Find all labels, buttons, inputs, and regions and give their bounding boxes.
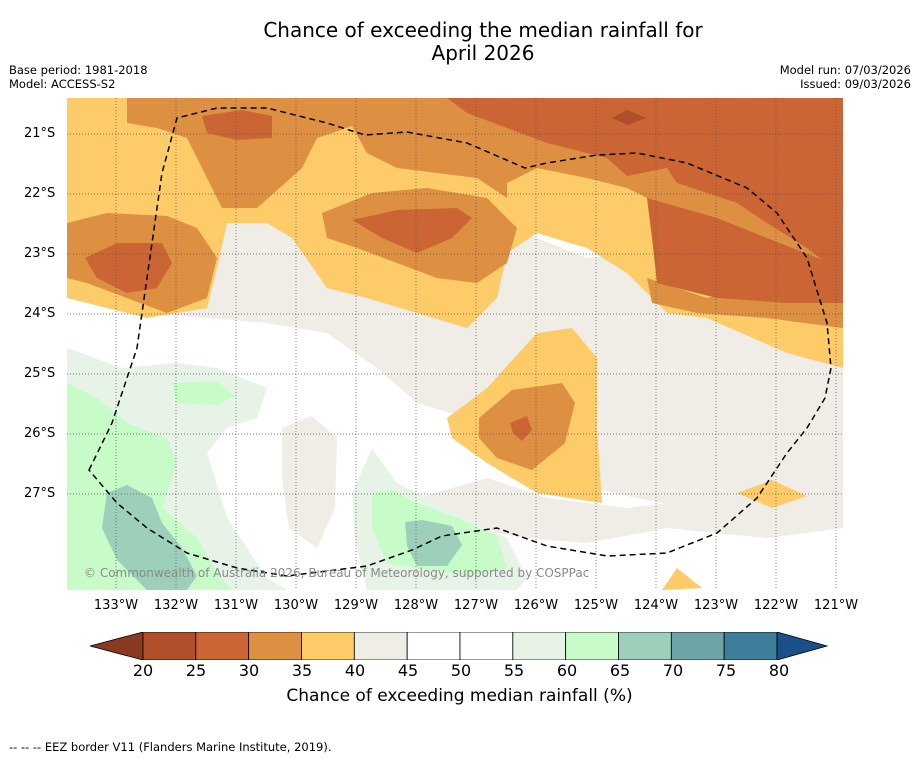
band-25-30-nw [202,110,272,140]
eez-legend-footer: -- -- -- EEZ border V11 (Flanders Marine… [9,740,332,754]
lat-label: 24°S [24,306,56,321]
lat-label: 26°S [24,426,56,441]
colorbar-tick: 40 [344,661,366,680]
model-run-text: Model run: 07/03/2026 [779,63,911,77]
band-25-30-center [352,208,472,253]
colorbar-tick: 80 [768,661,790,680]
lon-label: 130°W [273,598,319,613]
base-period-text: Base period: 1981-2018 [9,63,148,77]
graticule [67,98,843,590]
colorbar-segment [195,632,250,660]
colorbar-segment [723,632,778,660]
colorbar-tick: 60 [556,661,578,680]
lat-label: 23°S [24,246,56,261]
copyright-text: © Commonwealth of Australia 2026, Bureau… [84,566,590,580]
colorbar-segment [618,632,672,660]
band-25-30 [447,98,843,276]
issued-text: Issued: 09/03/2026 [800,77,911,91]
colorbar-segment [301,632,355,660]
lon-label: 131°W [213,598,259,613]
band-25-30-mid [510,416,532,441]
colorbar-tick: 70 [662,661,684,680]
lon-label: 133°W [93,598,139,613]
lat-label: 21°S [24,126,56,141]
colorbar-tick: 50 [450,661,472,680]
colorbar-segment [353,632,408,660]
colorbar-tick: 30 [238,661,260,680]
map-svg [67,98,843,590]
meta-left: Base period: 1981-2018 Model: ACCESS-S2 [9,63,148,91]
colorbar [90,632,829,660]
lon-label: 122°W [753,598,799,613]
colorbar-segment [670,632,725,660]
eez-border [88,107,832,577]
lat-label: 27°S [24,486,56,501]
band-20-25-spot [612,110,647,125]
colorbar-under-arrow [90,632,144,660]
colorbar-over-arrow [776,632,829,660]
map-title-line-2: April 2026 [431,41,535,65]
colorbar-segment [565,632,619,660]
lat-label: 25°S [24,366,56,381]
colorbar-tick: 20 [132,661,154,680]
rainfall-map [67,98,843,590]
colorbar-segment [248,632,302,660]
lon-label: 126°W [513,598,559,613]
colorbar-label: Chance of exceeding median rainfall (%) [286,686,633,706]
colorbar-tick: 45 [397,661,419,680]
colorbar-tick: 55 [503,661,525,680]
band-25-30-east [647,198,843,303]
colorbar-tick: 65 [609,661,631,680]
lon-label: 129°W [333,598,379,613]
colorbar-tick: 35 [291,661,313,680]
colorbar-tick: 75 [715,661,737,680]
lon-label: 127°W [453,598,499,613]
lon-label: 123°W [693,598,739,613]
lon-label: 121°W [813,598,859,613]
model-text: Model: ACCESS-S2 [9,77,116,91]
lon-label: 124°W [633,598,679,613]
lat-label: 22°S [24,186,56,201]
band-65-70-center [405,520,462,566]
map-title-line-1: Chance of exceeding the median rainfall … [263,18,703,42]
colorbar-tick: 25 [185,661,207,680]
band-35-40-bottom [662,568,702,590]
band-65-70 [102,485,197,590]
colorbar-segment [406,632,461,660]
lon-label: 132°W [153,598,199,613]
band-60-65-spot [172,381,235,405]
colorbar-segment [142,632,197,660]
colorbar-segment [459,632,514,660]
colorbar-segment [512,632,567,660]
colorbar-segments [142,632,778,660]
lon-label: 125°W [573,598,619,613]
lon-label: 128°W [393,598,439,613]
meta-right: Model run: 07/03/2026 Issued: 09/03/2026 [780,63,911,91]
